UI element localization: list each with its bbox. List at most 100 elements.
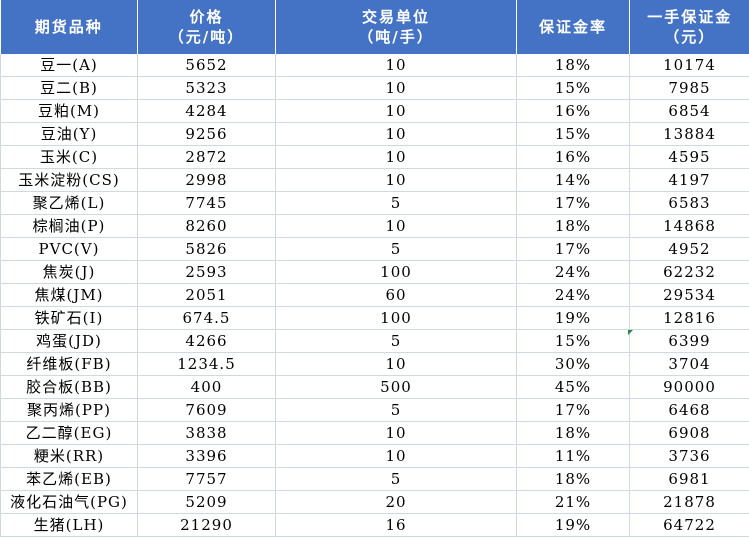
product-cell[interactable]: 乙二醇(EG) bbox=[0, 421, 138, 445]
price-cell[interactable]: 4266 bbox=[137, 329, 276, 353]
price-cell[interactable]: 674.5 bbox=[137, 306, 276, 330]
margin-per-lot-cell[interactable]: 3736 bbox=[629, 444, 749, 468]
margin-rate-cell[interactable]: 15% bbox=[516, 329, 630, 353]
margin-rate-cell[interactable]: 18% bbox=[516, 214, 630, 238]
product-cell[interactable]: 玉米(C) bbox=[0, 145, 138, 169]
product-cell[interactable]: 豆油(Y) bbox=[0, 122, 138, 146]
product-cell[interactable]: 豆粕(M) bbox=[0, 99, 138, 123]
margin-per-lot-cell[interactable]: 10174 bbox=[629, 54, 749, 77]
margin-rate-cell[interactable]: 18% bbox=[516, 467, 630, 491]
margin-rate-cell[interactable]: 18% bbox=[516, 421, 630, 445]
product-cell[interactable]: 聚丙烯(PP) bbox=[0, 398, 138, 422]
margin-rate-cell[interactable]: 30% bbox=[516, 352, 630, 376]
trading-unit-cell[interactable]: 100 bbox=[275, 306, 517, 330]
margin-per-lot-cell[interactable]: 29534 bbox=[629, 283, 749, 307]
price-cell[interactable]: 2998 bbox=[137, 168, 276, 192]
header-cell-margin-per-lot[interactable]: 一手保证金 （元） bbox=[629, 0, 749, 54]
trading-unit-cell[interactable]: 5 bbox=[275, 398, 517, 422]
price-cell[interactable]: 3396 bbox=[137, 444, 276, 468]
product-cell[interactable]: 玉米淀粉(CS) bbox=[0, 168, 138, 192]
margin-per-lot-cell[interactable]: 4197 bbox=[629, 168, 749, 192]
product-cell[interactable]: 豆一(A) bbox=[0, 54, 138, 77]
trading-unit-cell[interactable]: 5 bbox=[275, 237, 517, 261]
margin-rate-cell[interactable]: 19% bbox=[516, 513, 630, 537]
price-cell[interactable]: 3838 bbox=[137, 421, 276, 445]
margin-per-lot-cell[interactable]: 6981 bbox=[629, 467, 749, 491]
price-cell[interactable]: 2593 bbox=[137, 260, 276, 284]
cell-comment-marker[interactable] bbox=[628, 330, 633, 335]
trading-unit-cell[interactable]: 10 bbox=[275, 168, 517, 192]
margin-rate-cell[interactable]: 11% bbox=[516, 444, 630, 468]
product-cell[interactable]: 生猪(LH) bbox=[0, 513, 138, 537]
margin-per-lot-cell[interactable]: 6399 bbox=[629, 329, 749, 353]
margin-per-lot-cell[interactable]: 7985 bbox=[629, 76, 749, 100]
trading-unit-cell[interactable]: 500 bbox=[275, 375, 517, 399]
trading-unit-cell[interactable]: 60 bbox=[275, 283, 517, 307]
trading-unit-cell[interactable]: 5 bbox=[275, 467, 517, 491]
header-cell-price[interactable]: 价格 （元/吨） bbox=[137, 0, 276, 54]
trading-unit-cell[interactable]: 5 bbox=[275, 191, 517, 215]
margin-rate-cell[interactable]: 15% bbox=[516, 122, 630, 146]
margin-rate-cell[interactable]: 16% bbox=[516, 99, 630, 123]
trading-unit-cell[interactable]: 10 bbox=[275, 444, 517, 468]
margin-per-lot-cell[interactable]: 6468 bbox=[629, 398, 749, 422]
product-cell[interactable]: 焦炭(J) bbox=[0, 260, 138, 284]
margin-per-lot-cell[interactable]: 6854 bbox=[629, 99, 749, 123]
price-cell[interactable]: 400 bbox=[137, 375, 276, 399]
margin-rate-cell[interactable]: 17% bbox=[516, 191, 630, 215]
product-cell[interactable]: 焦煤(JM) bbox=[0, 283, 138, 307]
trading-unit-cell[interactable]: 10 bbox=[275, 352, 517, 376]
margin-rate-cell[interactable]: 24% bbox=[516, 283, 630, 307]
margin-per-lot-cell[interactable]: 3704 bbox=[629, 352, 749, 376]
margin-rate-cell[interactable]: 17% bbox=[516, 398, 630, 422]
margin-per-lot-cell[interactable]: 4952 bbox=[629, 237, 749, 261]
product-cell[interactable]: 粳米(RR) bbox=[0, 444, 138, 468]
price-cell[interactable]: 5826 bbox=[137, 237, 276, 261]
price-cell[interactable]: 2051 bbox=[137, 283, 276, 307]
header-cell-product[interactable]: 期货品种 bbox=[0, 0, 138, 54]
price-cell[interactable]: 5209 bbox=[137, 490, 276, 514]
product-cell[interactable]: 铁矿石(I) bbox=[0, 306, 138, 330]
trading-unit-cell[interactable]: 16 bbox=[275, 513, 517, 537]
margin-per-lot-cell[interactable]: 14868 bbox=[629, 214, 749, 238]
margin-rate-cell[interactable]: 15% bbox=[516, 76, 630, 100]
margin-per-lot-cell[interactable]: 12816 bbox=[629, 306, 749, 330]
price-cell[interactable]: 4284 bbox=[137, 99, 276, 123]
margin-rate-cell[interactable]: 17% bbox=[516, 237, 630, 261]
price-cell[interactable]: 5323 bbox=[137, 76, 276, 100]
trading-unit-cell[interactable]: 10 bbox=[275, 421, 517, 445]
product-cell[interactable]: 苯乙烯(EB) bbox=[0, 467, 138, 491]
trading-unit-cell[interactable]: 10 bbox=[275, 122, 517, 146]
product-cell[interactable]: 鸡蛋(JD) bbox=[0, 329, 138, 353]
trading-unit-cell[interactable]: 10 bbox=[275, 145, 517, 169]
margin-per-lot-cell[interactable]: 13884 bbox=[629, 122, 749, 146]
margin-rate-cell[interactable]: 24% bbox=[516, 260, 630, 284]
margin-rate-cell[interactable]: 16% bbox=[516, 145, 630, 169]
price-cell[interactable]: 1234.5 bbox=[137, 352, 276, 376]
margin-rate-cell[interactable]: 18% bbox=[516, 54, 630, 77]
margin-per-lot-cell[interactable]: 6583 bbox=[629, 191, 749, 215]
price-cell[interactable]: 9256 bbox=[137, 122, 276, 146]
price-cell[interactable]: 7609 bbox=[137, 398, 276, 422]
price-cell[interactable]: 21290 bbox=[137, 513, 276, 537]
product-cell[interactable]: 棕榈油(P) bbox=[0, 214, 138, 238]
trading-unit-cell[interactable]: 10 bbox=[275, 54, 517, 77]
trading-unit-cell[interactable]: 10 bbox=[275, 214, 517, 238]
product-cell[interactable]: 聚乙烯(L) bbox=[0, 191, 138, 215]
margin-per-lot-cell[interactable]: 21878 bbox=[629, 490, 749, 514]
margin-rate-cell[interactable]: 19% bbox=[516, 306, 630, 330]
margin-per-lot-cell[interactable]: 4595 bbox=[629, 145, 749, 169]
trading-unit-cell[interactable]: 5 bbox=[275, 329, 517, 353]
margin-per-lot-cell[interactable]: 6908 bbox=[629, 421, 749, 445]
margin-per-lot-cell[interactable]: 62232 bbox=[629, 260, 749, 284]
margin-rate-cell[interactable]: 45% bbox=[516, 375, 630, 399]
trading-unit-cell[interactable]: 10 bbox=[275, 99, 517, 123]
price-cell[interactable]: 2872 bbox=[137, 145, 276, 169]
margin-per-lot-cell[interactable]: 90000 bbox=[629, 375, 749, 399]
margin-rate-cell[interactable]: 21% bbox=[516, 490, 630, 514]
margin-rate-cell[interactable]: 14% bbox=[516, 168, 630, 192]
trading-unit-cell[interactable]: 10 bbox=[275, 76, 517, 100]
product-cell[interactable]: PVC(V) bbox=[0, 237, 138, 261]
product-cell[interactable]: 纤维板(FB) bbox=[0, 352, 138, 376]
product-cell[interactable]: 液化石油气(PG) bbox=[0, 490, 138, 514]
